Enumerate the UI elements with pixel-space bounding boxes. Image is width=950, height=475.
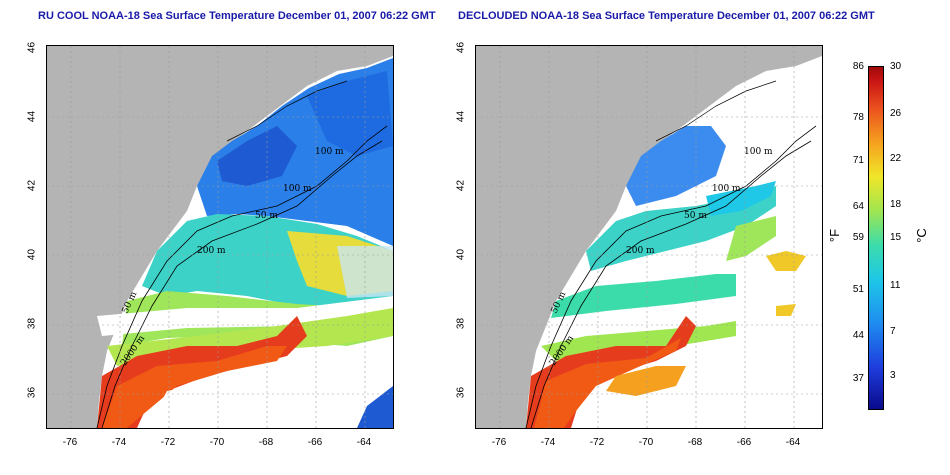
c-tick: 22 — [890, 153, 902, 164]
celsius-unit-label: °C — [913, 228, 929, 243]
c-tick: 15 — [890, 232, 902, 243]
y-tick: 40 — [26, 248, 38, 261]
y-tick: 36 — [455, 386, 467, 399]
f-tick: 78 — [852, 112, 864, 123]
left-panel-title: RU COOL NOAA-18 Sea Surface Temperature … — [38, 10, 436, 22]
contour-label-50m-a: 50 m — [255, 211, 278, 221]
c-tick: 18 — [890, 199, 902, 210]
right-sst-map: 100 m 100 m 50 m 200 m 50 m 2000 m — [475, 45, 823, 429]
x-tick: -72 — [160, 437, 176, 448]
y-tick: 44 — [455, 110, 467, 123]
c-tick: 26 — [890, 108, 902, 119]
contour-label-100m-a: 100 m — [315, 147, 344, 157]
f-tick: 64 — [852, 201, 864, 212]
contour-label-100m-a: 100 m — [744, 147, 773, 157]
f-tick: 51 — [852, 284, 864, 295]
c-tick: 3 — [890, 370, 896, 381]
x-tick: -68 — [687, 437, 703, 448]
x-tick: -70 — [209, 437, 225, 448]
y-tick: 42 — [455, 179, 467, 192]
f-tick: 71 — [852, 155, 864, 166]
f-tick: 86 — [852, 61, 864, 72]
x-tick: -76 — [491, 437, 507, 448]
y-tick: 36 — [26, 386, 38, 399]
contour-label-200m: 200 m — [626, 246, 655, 256]
y-tick: 44 — [26, 110, 38, 123]
y-tick: 38 — [26, 317, 38, 330]
x-tick: -64 — [785, 437, 801, 448]
x-tick: -66 — [736, 437, 752, 448]
x-tick: -64 — [356, 437, 372, 448]
x-tick: -66 — [307, 437, 323, 448]
c-tick: 30 — [890, 61, 902, 72]
y-tick: 40 — [455, 248, 467, 261]
fahrenheit-unit-label: °F — [827, 228, 843, 243]
land-region — [476, 46, 822, 428]
contour-label-100m-b: 100 m — [283, 184, 312, 194]
y-tick: 38 — [455, 317, 467, 330]
left-sst-map: 100 m 100 m 50 m 200 m 50 m 2000 m — [46, 45, 394, 429]
c-tick: 7 — [890, 326, 896, 337]
f-tick: 59 — [852, 232, 864, 243]
x-tick: -74 — [111, 437, 127, 448]
y-tick: 46 — [26, 41, 38, 54]
c-tick: 11 — [890, 280, 901, 291]
x-tick: -74 — [540, 437, 556, 448]
f-tick: 44 — [852, 330, 864, 341]
x-tick: -68 — [258, 437, 274, 448]
y-tick: 46 — [455, 41, 467, 54]
y-tick: 42 — [26, 179, 38, 192]
contour-label-50m-a: 50 m — [684, 211, 707, 221]
x-tick: -70 — [638, 437, 654, 448]
f-tick: 37 — [852, 373, 864, 384]
x-tick: -72 — [589, 437, 605, 448]
contour-label-100m-b: 100 m — [712, 184, 741, 194]
right-panel-title: DECLOUDED NOAA-18 Sea Surface Temperatur… — [458, 10, 875, 22]
land-region — [47, 46, 393, 428]
temperature-colorbar — [868, 66, 884, 410]
contour-label-200m: 200 m — [197, 246, 226, 256]
x-tick: -76 — [62, 437, 78, 448]
